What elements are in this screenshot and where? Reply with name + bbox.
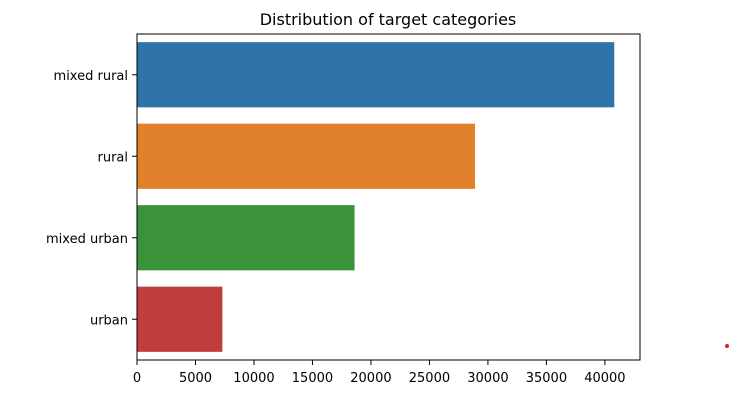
y-tick-label: mixed rural [54, 69, 128, 84]
bars-group [137, 42, 615, 352]
x-tick-label: 15000 [292, 371, 333, 386]
x-tick-label: 20000 [350, 371, 391, 386]
x-tick-label: 25000 [409, 371, 450, 386]
x-tick-label: 0 [133, 371, 141, 386]
plot-frame [136, 33, 641, 361]
bar-mixed-urban [137, 205, 355, 271]
bar-rural [137, 123, 476, 189]
y-axis: mixed rural rural mixed urban urban [46, 69, 137, 328]
bar-mixed-rural [137, 42, 615, 108]
red-dot-marker [725, 344, 729, 348]
y-tick-label: urban [90, 313, 128, 328]
x-tick-label: 5000 [179, 371, 212, 386]
x-axis: 0 5000 10000 15000 20000 25000 30000 35000 40000 [133, 360, 626, 386]
x-tick-label: 10000 [233, 371, 274, 386]
chart-title: Distribution of target categories [260, 10, 517, 29]
bar-urban [137, 286, 223, 352]
x-tick-label: 35000 [526, 371, 567, 386]
y-tick-label: mixed urban [46, 232, 128, 247]
x-tick-label: 40000 [584, 371, 625, 386]
x-tick-label: 30000 [467, 371, 508, 386]
y-tick-label: rural [97, 150, 128, 165]
